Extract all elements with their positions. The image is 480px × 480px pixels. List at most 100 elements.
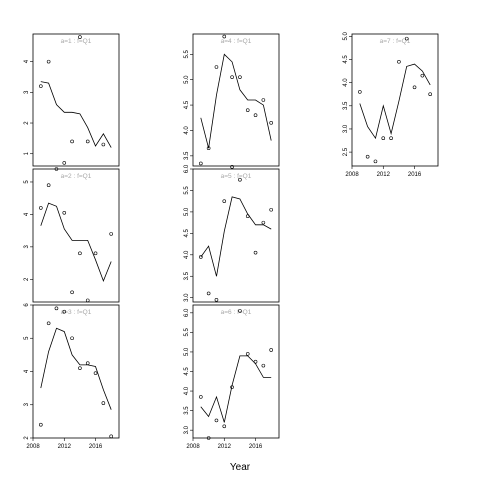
y-tick-label: 4.5 [184,100,190,109]
data-point [199,255,203,259]
x-tick-label: 2008 [26,444,40,450]
data-point [253,113,258,118]
data-point [85,298,90,303]
data-point [78,251,82,256]
y-tick-label: 3.5 [184,271,190,280]
data-point [214,65,219,69]
y-tick-label: 4 [24,59,30,63]
data-point [214,298,219,302]
data-point [39,422,43,427]
y-tick-label: 5 [24,180,30,184]
data-point [54,167,59,171]
y-tick-label: 1 [24,151,30,155]
data-point [46,59,51,64]
y-tick-label: 2.5 [343,147,349,156]
x-tick-label: 2008 [345,172,359,178]
y-tick-label: 2 [24,121,30,125]
x-axis-title: Year [230,462,251,473]
y-tick-label: 3 [24,402,30,406]
x-tick-label: 2016 [408,172,422,178]
data-point [78,35,82,39]
data-point [222,199,227,203]
y-tick-label: 2 [24,277,30,281]
trend-line [40,81,112,148]
trend-line [359,63,431,140]
data-point [261,220,266,225]
data-point [39,206,43,210]
data-point [230,75,234,79]
data-point [238,309,242,313]
panel-frame [32,304,120,439]
data-point [261,363,266,368]
y-tick-label: 5.0 [184,75,190,84]
data-point [214,418,219,423]
data-point [54,306,59,311]
data-point [78,366,82,370]
trend-line [200,53,272,149]
y-tick-label: 3.0 [184,425,190,434]
data-point [381,136,386,141]
y-tick-label: 5.0 [343,31,349,40]
x-tick-label: 2016 [89,444,103,450]
y-tick-label: 4.5 [343,55,349,64]
data-point [428,92,432,97]
panel-7: a=7 : f=Q1 2.5 3.0 3.5 4.0 4.5 5.0 2008 2012 2016 [343,31,439,178]
y-tick-label: 5 [24,336,30,340]
data-point [269,121,273,125]
trend-line [200,355,272,423]
y-tick-label: 3.5 [184,406,190,415]
y-tick-label: 4.5 [184,229,190,238]
y-tick-label: 3.0 [184,293,190,302]
y-tick-label: 4 [24,369,30,373]
data-point [101,142,106,147]
data-point [358,90,362,94]
y-tick-label: 3 [24,245,30,249]
x-tick-label: 2012 [58,444,72,450]
data-point [39,84,43,88]
y-tick-label: 5.5 [184,328,190,337]
data-point [206,146,211,151]
panel-frame [32,168,120,303]
panel-4: a=4 : f=Q1 3.5 4.0 4.5 5.0 5.5 [184,33,280,167]
data-point [206,291,211,296]
data-point [245,108,250,112]
data-point [245,214,250,218]
data-point [397,59,401,64]
data-point [230,385,234,389]
data-point [85,139,90,144]
y-tick-label: 6.0 [184,164,190,173]
y-tick-label: 3.0 [343,124,349,133]
data-point [269,207,273,212]
data-point [62,161,67,165]
data-point [199,161,203,166]
y-tick-label: 4 [24,212,30,216]
data-point [412,85,417,90]
y-tick-label: 5.5 [184,49,190,58]
y-tick-label: 3.5 [184,151,190,160]
panel-label: a=4 : f=Q1 [221,38,252,45]
x-tick-label: 2008 [186,444,200,450]
data-point [261,98,266,102]
data-point [85,361,90,365]
y-tick-label: 2 [24,436,30,440]
y-tick-label: 4.0 [343,78,349,87]
data-point [365,154,370,159]
data-point [46,321,51,326]
data-point [253,359,258,364]
panel-frame [32,33,120,167]
data-point [222,424,227,429]
x-tick-label: 2012 [377,172,391,178]
trend-line [40,327,112,410]
data-point [70,139,74,144]
y-tick-label: 3 [24,90,30,94]
trend-line [40,202,112,283]
data-point [230,165,234,169]
data-point [238,75,242,79]
data-point [46,183,51,188]
data-point [70,290,74,295]
data-point [62,210,67,215]
data-point [222,34,227,39]
data-point [199,395,203,399]
y-tick-label: 6 [24,303,30,307]
y-tick-label: 4.0 [184,250,190,259]
